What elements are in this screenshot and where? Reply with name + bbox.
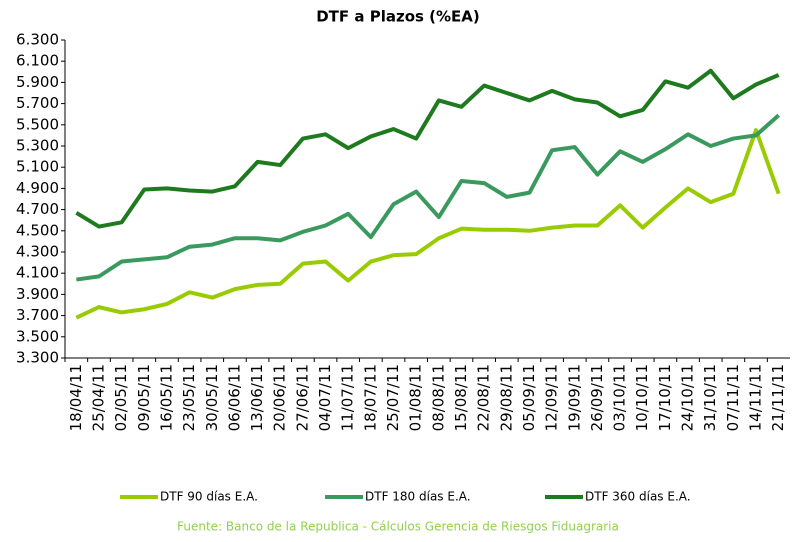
x-tick-label: 12/09/11 [543,364,561,431]
y-tick-label: 4.700 [16,200,59,218]
x-tick-label: 23/05/11 [180,364,198,431]
x-tick-label: 02/05/11 [112,364,130,431]
chart-title: DTF a Plazos (%EA) [316,8,480,26]
x-tick-label: 03/10/11 [611,364,629,431]
source-note: Fuente: Banco de la Republica - Cálculos… [177,520,619,534]
x-tick-label: 11/07/11 [339,364,357,431]
x-tick-label: 21/11/11 [769,364,787,431]
x-tick-label: 27/06/11 [293,364,311,431]
x-tick-label: 05/09/11 [520,364,538,431]
x-tick-label: 19/09/11 [565,364,583,431]
series-line [76,113,781,282]
y-tick-label: 4.300 [16,243,59,261]
y-tick-label: 6.300 [16,31,59,49]
legend-label: DTF 90 días E.A. [160,490,258,504]
y-tick-label: 4.500 [16,221,59,239]
y-tick-label: 3.900 [16,285,59,303]
series-line [75,128,781,320]
series-line [75,68,780,229]
x-tick-label: 30/05/11 [203,364,221,431]
x-tick-label: 06/06/11 [225,364,243,431]
x-tick-label: 14/11/11 [747,364,765,431]
y-tick-label: 3.700 [16,306,59,324]
x-tick-label: 08/08/11 [429,364,447,431]
y-tick-label: 3.300 [16,349,59,367]
x-tick-label: 07/11/11 [724,364,742,431]
x-tick-label: 20/06/11 [271,364,289,431]
y-tick-label: 6.100 [16,52,59,70]
x-tick-label: 13/06/11 [248,364,266,431]
x-tick-label: 01/08/11 [407,364,425,431]
x-tick-label: 25/04/11 [89,364,107,431]
y-tick-label: 4.900 [16,179,59,197]
x-tick-label: 24/10/11 [679,364,697,431]
legend-label: DTF 360 días E.A. [585,490,691,504]
y-tick-label: 5.500 [16,115,59,133]
x-tick-label: 29/08/11 [497,364,515,431]
x-tick-label: 31/10/11 [701,364,719,431]
y-tick-label: 4.100 [16,264,59,282]
x-tick-label: 17/10/11 [656,364,674,431]
y-tick-label: 5.900 [16,73,59,91]
x-tick-label: 18/07/11 [361,364,379,431]
x-tick-label: 10/10/11 [633,364,651,431]
x-tick-label: 16/05/11 [157,364,175,431]
y-tick-label: 3.500 [16,327,59,345]
y-tick-label: 5.100 [16,158,59,176]
x-tick-label: 22/08/11 [475,364,493,431]
x-tick-label: 26/09/11 [588,364,606,431]
legend-label: DTF 180 días E.A. [365,490,471,504]
x-tick-label: 18/04/11 [67,364,85,431]
x-tick-label: 15/08/11 [452,364,470,431]
y-tick-label: 5.700 [16,94,59,112]
x-tick-label: 25/07/11 [384,364,402,431]
x-tick-label: 09/05/11 [135,364,153,431]
x-tick-label: 04/07/11 [316,364,334,431]
y-tick-label: 5.300 [16,137,59,155]
